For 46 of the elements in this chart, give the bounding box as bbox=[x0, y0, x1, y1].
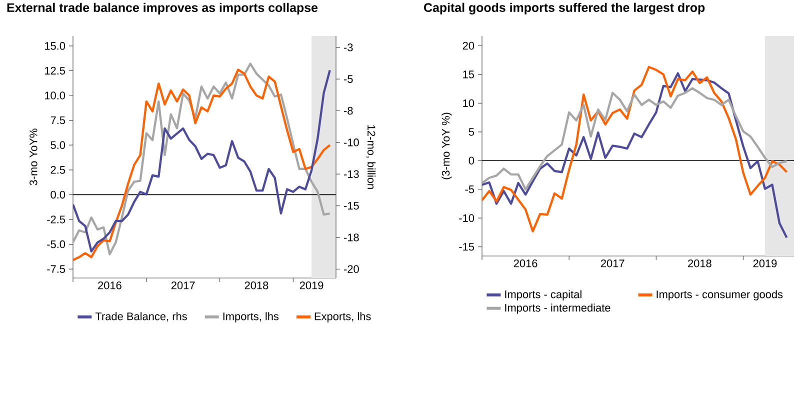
y-tick-label: 0 bbox=[468, 156, 474, 165]
y-tick-label: -5 bbox=[465, 186, 474, 194]
y-tick-label: -15 bbox=[459, 242, 474, 251]
x-tick-label: 2016 bbox=[514, 260, 538, 268]
y2-tick-label: -8 bbox=[344, 106, 353, 115]
x-tick-label: 2019 bbox=[300, 282, 324, 290]
legend-label: Trade Balance, rhs bbox=[95, 312, 187, 322]
y-tick-label: 5.0 bbox=[50, 141, 66, 149]
y-tick-label: 5 bbox=[468, 128, 474, 136]
legend-label: Imports - consumer goods bbox=[656, 290, 783, 300]
y-tick-label: 10.0 bbox=[45, 92, 66, 100]
y2-tick-label: -10 bbox=[344, 138, 359, 146]
legend-label: Imports - capital bbox=[505, 290, 582, 300]
x-tick-label: 2017 bbox=[600, 260, 624, 268]
y2-tick-label: -20 bbox=[344, 265, 359, 274]
y2-tick-label: -18 bbox=[344, 234, 359, 242]
chart-title: External trade balance improves as imports collapse bbox=[7, 2, 318, 14]
y-axis-title: (3-mo YoY %) bbox=[442, 112, 452, 180]
y-tick-label: -2.5 bbox=[47, 216, 66, 224]
y-tick-label: 10 bbox=[463, 99, 474, 108]
x-tick-label: 2018 bbox=[688, 260, 712, 268]
y-axis-title: 3-mo YoY% bbox=[30, 128, 38, 186]
legend-label: Exports, lhs bbox=[314, 312, 371, 322]
x-tick-label: 2019 bbox=[753, 260, 777, 268]
y-tick-label: 15 bbox=[463, 70, 474, 78]
y-tick-label: 12.5 bbox=[45, 66, 66, 75]
line-series bbox=[482, 87, 788, 190]
x-tick-label: 2018 bbox=[244, 282, 268, 290]
y2-tick-label: -5 bbox=[344, 75, 353, 83]
y-tick-label: 20 bbox=[462, 42, 474, 50]
y2-tick-label: -3 bbox=[344, 44, 353, 52]
x-tick-label: 2017 bbox=[171, 282, 195, 290]
y-tick-label: 0.0 bbox=[50, 190, 66, 199]
legend-label: Imports - intermediate bbox=[505, 304, 610, 314]
y2-axis-title: 12-mo, billion bbox=[366, 125, 376, 189]
y-tick-label: 7.5 bbox=[50, 116, 66, 124]
y2-tick-label: -13 bbox=[344, 170, 359, 178]
x-tick-label: 2016 bbox=[98, 282, 122, 290]
chart-title: Capital goods imports suffered the largest drop bbox=[424, 2, 705, 14]
y-tick-label: -5.0 bbox=[47, 240, 66, 248]
legend-label: Imports, lhs bbox=[223, 312, 279, 322]
y-tick-label: -7.5 bbox=[47, 265, 66, 273]
y2-tick-label: -15 bbox=[344, 202, 359, 210]
y-tick-label: 2.5 bbox=[50, 166, 66, 174]
y-tick-label: -10 bbox=[459, 214, 474, 222]
y-tick-label: 15.0 bbox=[45, 42, 66, 50]
